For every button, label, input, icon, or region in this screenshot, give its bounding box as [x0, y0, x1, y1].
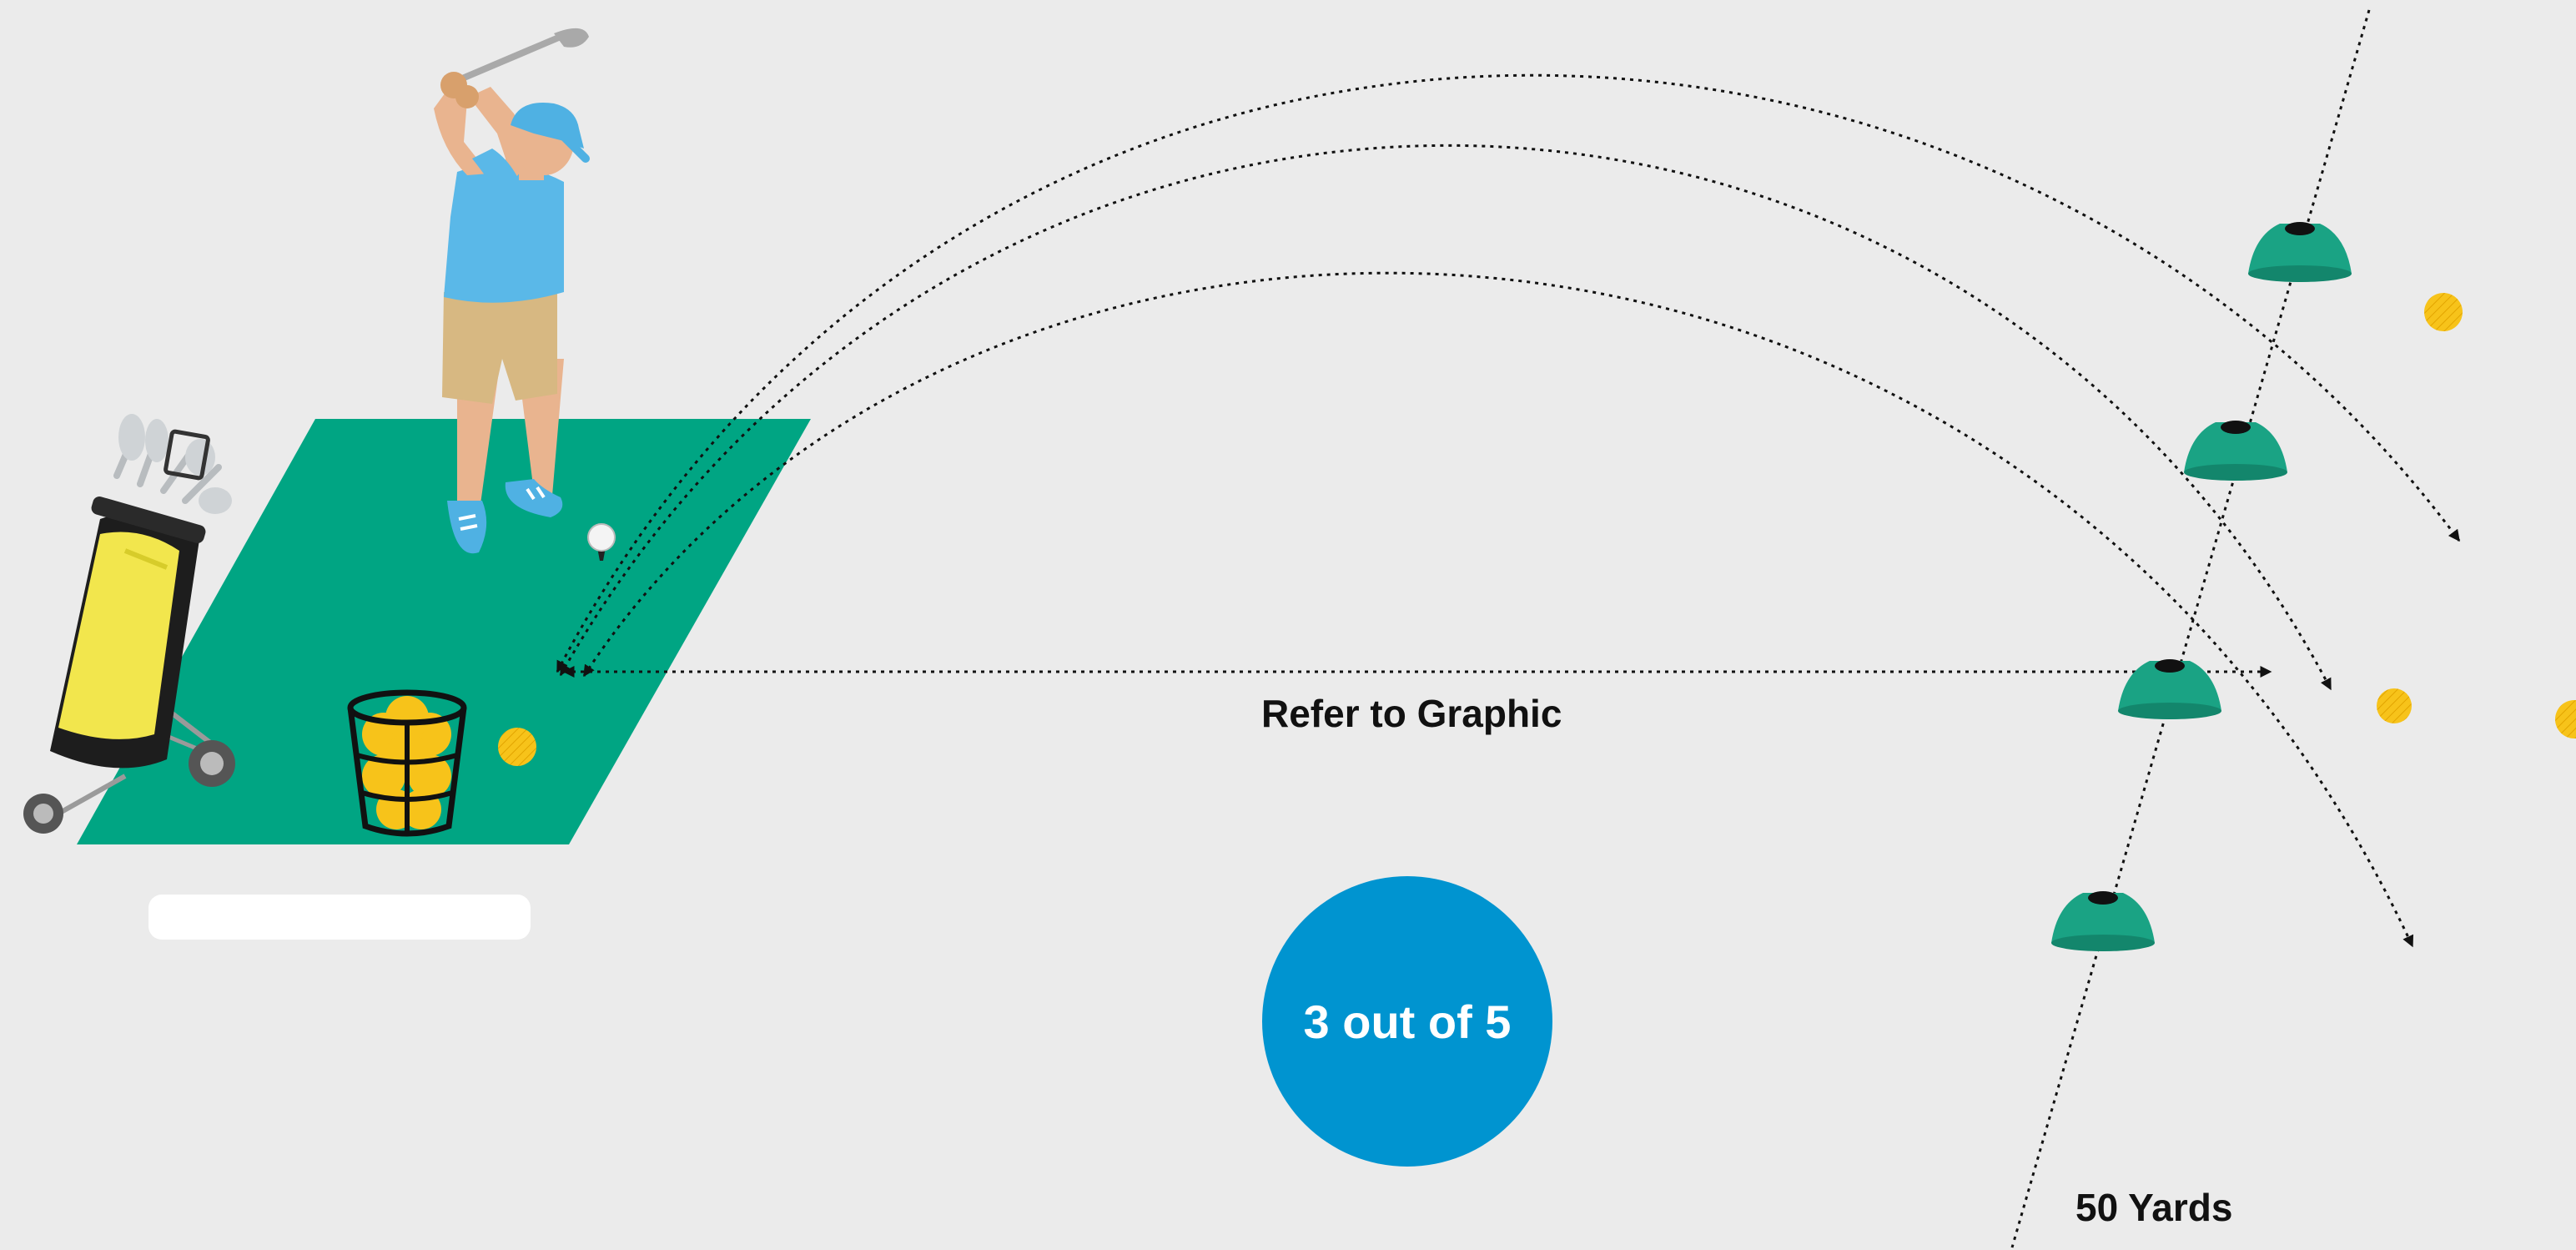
cone-icon: [2051, 891, 2155, 951]
golf-ball-icon: [498, 728, 536, 766]
cone-icon: [2184, 421, 2287, 481]
score-text: 3 out of 5: [1303, 995, 1512, 1048]
shot-trajectory-line: [582, 271, 2414, 948]
name-plate: [148, 895, 531, 940]
golf-ball-icon: [2377, 688, 2412, 723]
shot-trajectory-line: [559, 144, 2332, 691]
golfer-icon: [434, 28, 590, 554]
shot-trajectory-line: [556, 73, 2461, 673]
cone-icon: [2118, 659, 2221, 719]
score-badge: 3 out of 5: [1262, 876, 1552, 1167]
tee-ball-icon: [587, 523, 616, 561]
range-label: Refer to Graphic: [1261, 692, 1562, 735]
golf-bag-icon: [23, 414, 235, 834]
distance-label: 50 Yards: [2075, 1186, 2233, 1229]
golf-ball-icon: [2555, 700, 2576, 738]
cone-icon: [2248, 222, 2352, 282]
ball-basket-icon: [347, 689, 467, 837]
golf-ball-icon: [2424, 293, 2463, 331]
distance-line: [2010, 9, 2371, 1248]
